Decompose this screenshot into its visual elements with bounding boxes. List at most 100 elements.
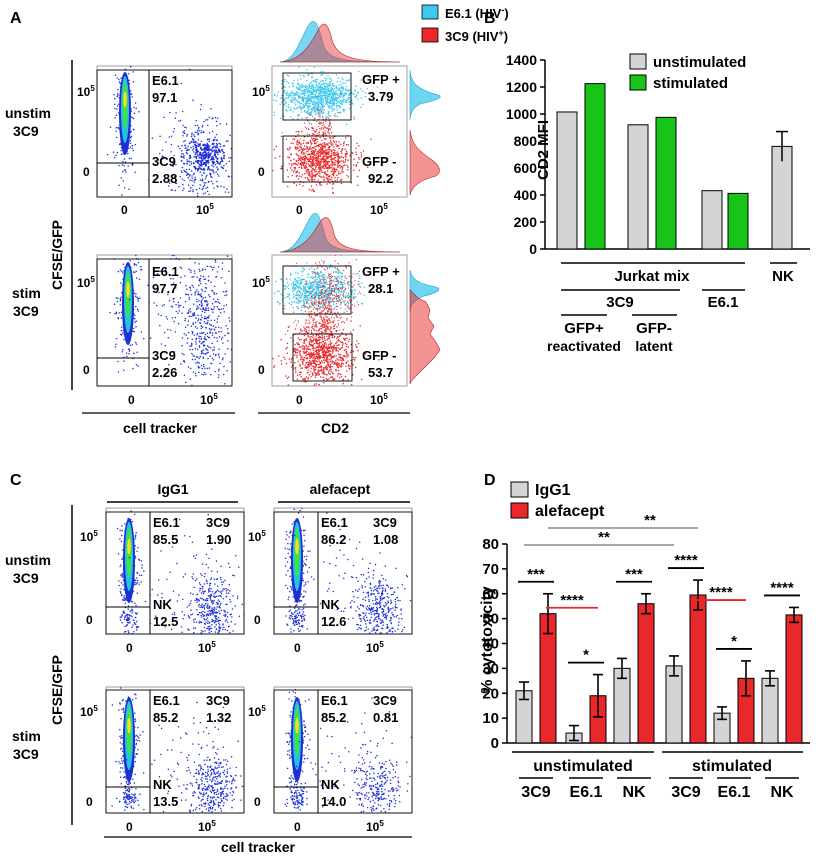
scatter-dot [198,268,200,271]
scatter-dot [314,154,317,156]
scatter-dot [316,300,318,302]
scatter-dot [360,88,362,90]
scatter-dot [194,131,197,133]
scatter-dot [327,283,329,285]
scatter-dot [302,158,305,161]
scatter-dot [307,173,310,176]
scatter-dot [216,146,219,149]
scatter-dot [115,114,118,117]
scatter-dot [317,132,319,134]
scatter-dot [187,177,190,179]
scatter-dot [211,328,213,330]
scatter-dot [109,126,112,128]
scatter-dot [136,308,139,311]
scatter-dot [299,78,302,80]
scatter-dot [313,383,316,385]
scatter-dot [306,161,308,163]
scatter-dot [313,371,316,373]
scatter-dot [301,86,303,89]
scatter-dot [222,167,224,170]
scatter-dot [334,307,336,309]
scatter-dot [343,311,345,313]
scatter-dot [225,294,228,296]
scatter-dot [323,282,326,284]
scatter-a2 [109,248,232,386]
scatter-dot [118,164,120,167]
scatter-dot [203,157,206,160]
scatter-dot [340,291,342,293]
scatter-dot [296,79,299,81]
scatter-dot [120,311,123,314]
scatter-dot [200,295,203,298]
scatter-dot [210,362,213,365]
scatter-dot [294,96,296,99]
scatter-dot [344,108,346,111]
scatter-dot [335,104,338,107]
scatter-dot [309,113,311,115]
scatter-dot [308,73,310,76]
scatter-dot [280,83,283,85]
scatter-dot [322,351,324,353]
scatter-dot [316,78,319,81]
scatter-dot [179,175,182,178]
scatter-dot [129,344,132,346]
scatter-dot [209,331,211,333]
scatter-dot [323,279,325,281]
scatter-dot [191,358,194,361]
scatter-dot [332,303,335,305]
scatter-dot [292,296,295,299]
scatter-dot [115,312,118,315]
scatter-dot [197,318,200,320]
scatter-dot [331,92,334,95]
scatter-dot [308,179,310,182]
scatter-dot [120,296,122,298]
scatter-dot [338,271,341,274]
scatter-dot [332,279,335,282]
scatter-dot [313,164,315,166]
scatter-dot [119,333,122,336]
scatter-dot [336,280,338,282]
scatter-dot [135,320,138,322]
scatter-dot [135,264,138,266]
scatter-dot [298,146,301,148]
scatter-dot [320,184,323,186]
scatter-dot [333,325,336,327]
scatter-dot [161,149,164,151]
scatter-dot [328,370,330,373]
scatter-dot [195,362,197,364]
scatter-dot [140,268,142,271]
panel-label-d: D [484,472,496,489]
scatter-dot [345,267,348,270]
scatter-dot [315,151,317,153]
scatter-dot [289,274,292,276]
scatter-dot [201,351,203,354]
scatter-dot [328,92,331,95]
scatter-dot [347,304,349,306]
scatter-dot [338,157,341,159]
scatter-dot [348,355,350,357]
scatter-dot [202,185,205,188]
scatter-dot [301,348,304,350]
scatter-dot [337,369,340,372]
scatter-dot [286,94,288,96]
scatter-dot [155,304,158,307]
scatter-dot [295,292,298,294]
scatter-dot [190,342,193,345]
scatter-dot [127,248,129,250]
scatter-dot [204,316,206,318]
scatter-dot [327,302,330,305]
scatter-dot [214,261,217,263]
scatter-dot [304,364,306,367]
scatter-dot [339,270,341,272]
scatter-dot [115,297,118,299]
scatter-dot [321,144,323,146]
scatter-dot [134,102,137,104]
scatter-dot [319,370,321,372]
scatter-dot [316,108,319,111]
scatter-dot [331,275,334,278]
scatter-dot [300,282,303,285]
scatter-dot [198,162,200,165]
scatter-dot [180,267,183,269]
scatter-dot [218,308,221,311]
scatter-dot [188,268,190,271]
